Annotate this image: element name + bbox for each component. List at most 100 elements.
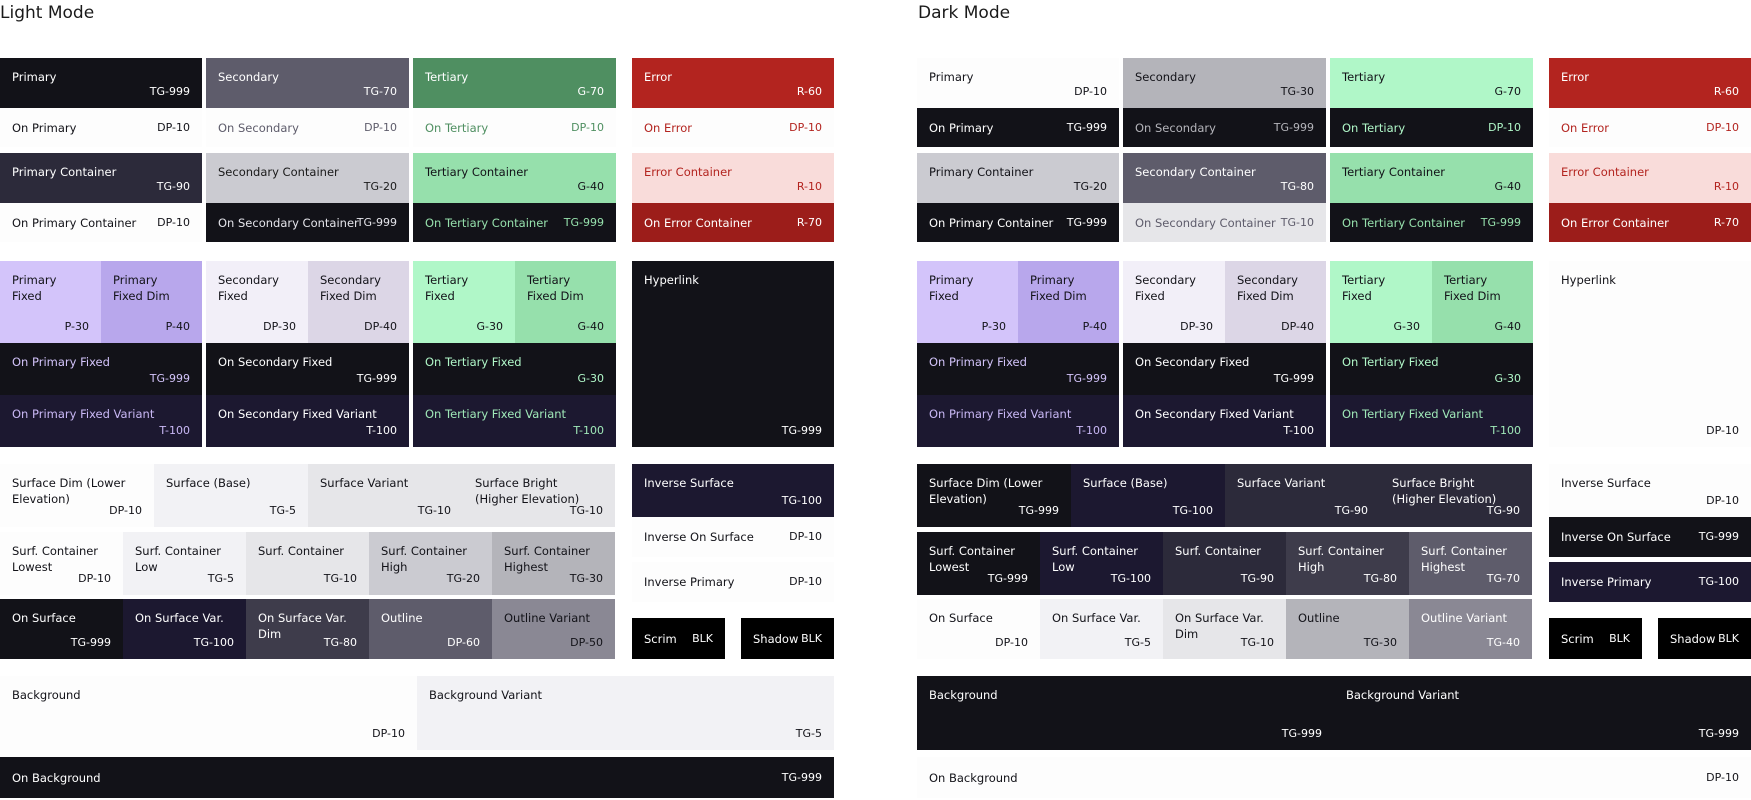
swatch-name: Surf. Container Low <box>135 544 222 574</box>
dark-swatch-on-primary-container: On Primary Container TG-999 <box>917 203 1119 242</box>
swatch-token: TG-10 <box>1280 215 1314 229</box>
swatch-name: On Tertiary Container <box>425 215 549 230</box>
swatch-token: G-70 <box>1494 85 1522 98</box>
dark-swatch-on-primary-fixed: On Primary Fixed TG-999 <box>917 343 1119 395</box>
dark-swatch-surf-container: Surf. Container TG-90 <box>1163 532 1286 595</box>
swatch-token: TG-999 <box>1273 372 1314 385</box>
swatch-token: TG-999 <box>1480 215 1521 229</box>
swatch-name: On Surface Var. Dim <box>1175 611 1264 641</box>
swatch-name: Background <box>12 688 81 702</box>
swatch-token: DP-40 <box>364 320 397 333</box>
dark-swatch-outline-variant: Outline Variant TG-40 <box>1409 599 1532 659</box>
light-swatch-surf-container: Surf. Container TG-10 <box>246 532 369 595</box>
light-swatch-tertiary-fixed: Tertiary Fixed G-30 <box>413 261 515 343</box>
light-swatch-on-primary-fixed: On Primary Fixed TG-999 <box>0 343 202 395</box>
swatch-token: TG-20 <box>1073 180 1107 193</box>
swatch-token: DP-30 <box>263 320 296 333</box>
swatch-token: TG-40 <box>1486 636 1520 649</box>
light-swatch-on-secondary-fixed-variant: On Secondary Fixed Variant T-100 <box>206 395 409 447</box>
light-swatch-on-primary: On Primary DP-10 <box>0 108 202 147</box>
swatch-token: T-100 <box>1076 424 1107 437</box>
light-swatch-surf-container-highest: Surf. Container Highest TG-30 <box>492 532 615 595</box>
dark-swatch-surf-container-highest: Surf. Container Highest TG-70 <box>1409 532 1532 595</box>
swatch-name: Primary Container <box>12 165 117 179</box>
light-swatch-error: Error R-60 <box>632 58 834 108</box>
swatch-token: TG-80 <box>323 636 357 649</box>
swatch-token: TG-100 <box>781 494 822 507</box>
dark-swatch-error: Error R-60 <box>1549 58 1751 108</box>
swatch-token: DP-10 <box>1706 424 1739 437</box>
swatch-token: TG-999 <box>149 372 190 385</box>
dark-swatch-secondary-fixed: Secondary Fixed DP-30 <box>1123 261 1225 343</box>
light-swatch-inverse-on-surface: Inverse On Surface DP-10 <box>632 517 834 557</box>
swatch-token: TG-10 <box>323 572 357 585</box>
swatch-name: On Tertiary <box>1342 120 1406 135</box>
swatch-name: Surface Dim (Lower Elevation) <box>12 476 126 506</box>
dark-swatch-on-secondary-container: On Secondary Container TG-10 <box>1123 203 1326 242</box>
swatch-name: On Surface <box>12 611 76 625</box>
light-swatch-on-error-container: On Error Container R-70 <box>632 203 834 242</box>
light-swatch-error-container: Error Container R-10 <box>632 153 834 203</box>
swatch-token: BLK <box>801 631 822 645</box>
light-swatch-surface-bright-higher-elevation: Surface Bright (Higher Elevation) TG-10 <box>463 464 615 527</box>
swatch-token: TG-999 <box>987 572 1028 585</box>
swatch-token: P-40 <box>165 320 190 333</box>
swatch-name: On Secondary Fixed <box>218 355 333 369</box>
swatch-token: TG-5 <box>207 572 234 585</box>
dark-swatch-surface-variant: Surface Variant TG-90 <box>1225 464 1380 527</box>
dark-swatch-on-tertiary-fixed: On Tertiary Fixed G-30 <box>1330 343 1533 395</box>
swatch-name: Hyperlink <box>1561 273 1616 287</box>
dark-swatch-secondary-fixed-dim: Secondary Fixed Dim DP-40 <box>1225 261 1326 343</box>
dark-swatch-tertiary-container: Tertiary Container G-40 <box>1330 153 1533 203</box>
swatch-token: TG-999 <box>70 636 111 649</box>
swatch-name: On Primary <box>929 120 994 135</box>
light-swatch-hyperlink: Hyperlink TG-999 <box>632 261 834 447</box>
swatch-token: TG-5 <box>269 504 296 517</box>
light-swatch-outline-variant: Outline Variant DP-50 <box>492 599 615 659</box>
swatch-token: TG-90 <box>1240 572 1274 585</box>
dark-swatch-on-primary: On Primary TG-999 <box>917 108 1119 147</box>
dark-swatch-on-error: On Error DP-10 <box>1549 108 1751 147</box>
swatch-name: On Tertiary <box>425 120 489 135</box>
swatch-name: Surface Variant <box>320 476 409 490</box>
swatch-token: DP-10 <box>78 572 111 585</box>
light-swatch-on-error: On Error DP-10 <box>632 108 834 147</box>
dark-swatch-on-surface-var-dim: On Surface Var. Dim TG-10 <box>1163 599 1286 659</box>
swatch-name: Shadow <box>753 631 799 646</box>
light-swatch-primary-fixed: Primary Fixed P-30 <box>0 261 101 343</box>
swatch-name: Error Container <box>1561 165 1649 179</box>
swatch-name: Primary Fixed Dim <box>1030 273 1087 303</box>
light-swatch-on-primary-container: On Primary Container DP-10 <box>0 203 202 242</box>
swatch-name: On Primary Fixed <box>12 355 110 369</box>
swatch-token: TG-999 <box>356 215 397 229</box>
swatch-token: DP-10 <box>789 530 822 543</box>
swatch-name: On Error <box>1561 120 1610 135</box>
swatch-token: TG-90 <box>156 180 190 193</box>
swatch-token: TG-999 <box>1066 120 1107 134</box>
swatch-token: DP-30 <box>1180 320 1213 333</box>
light-swatch-inverse-primary: Inverse Primary DP-10 <box>632 562 834 602</box>
swatch-name: Outline <box>381 611 423 625</box>
light-swatch-on-background: On Background TG-999 <box>0 757 834 798</box>
swatch-token: DP-40 <box>1281 320 1314 333</box>
swatch-name: On Error <box>644 120 693 135</box>
swatch-name: Inverse Surface <box>1561 476 1651 490</box>
swatch-token: TG-80 <box>1280 180 1314 193</box>
light-swatch-on-tertiary-fixed: On Tertiary Fixed G-30 <box>413 343 616 395</box>
swatch-name: Secondary Fixed Dim <box>320 273 381 303</box>
swatch-token: DP-10 <box>1706 770 1739 784</box>
swatch-name: Surf. Container Low <box>1052 544 1139 574</box>
swatch-token: TG-999 <box>1698 727 1739 740</box>
swatch-token: R-70 <box>796 215 822 229</box>
swatch-token: DP-60 <box>447 636 480 649</box>
dark-swatch-primary: Primary DP-10 <box>917 58 1119 108</box>
swatch-token: R-60 <box>796 85 822 98</box>
dark-swatch-on-tertiary: On Tertiary DP-10 <box>1330 108 1533 147</box>
swatch-token: TG-20 <box>446 572 480 585</box>
swatch-name: Tertiary Fixed <box>1342 273 1386 303</box>
swatch-name: Surf. Container Highest <box>504 544 591 574</box>
dark-swatch-surface-base: Surface (Base) TG-100 <box>1071 464 1225 527</box>
swatch-name: On Tertiary Fixed Variant <box>1342 407 1484 421</box>
dark-swatch-outline: Outline TG-30 <box>1286 599 1409 659</box>
swatch-name: Inverse On Surface <box>1561 530 1671 544</box>
